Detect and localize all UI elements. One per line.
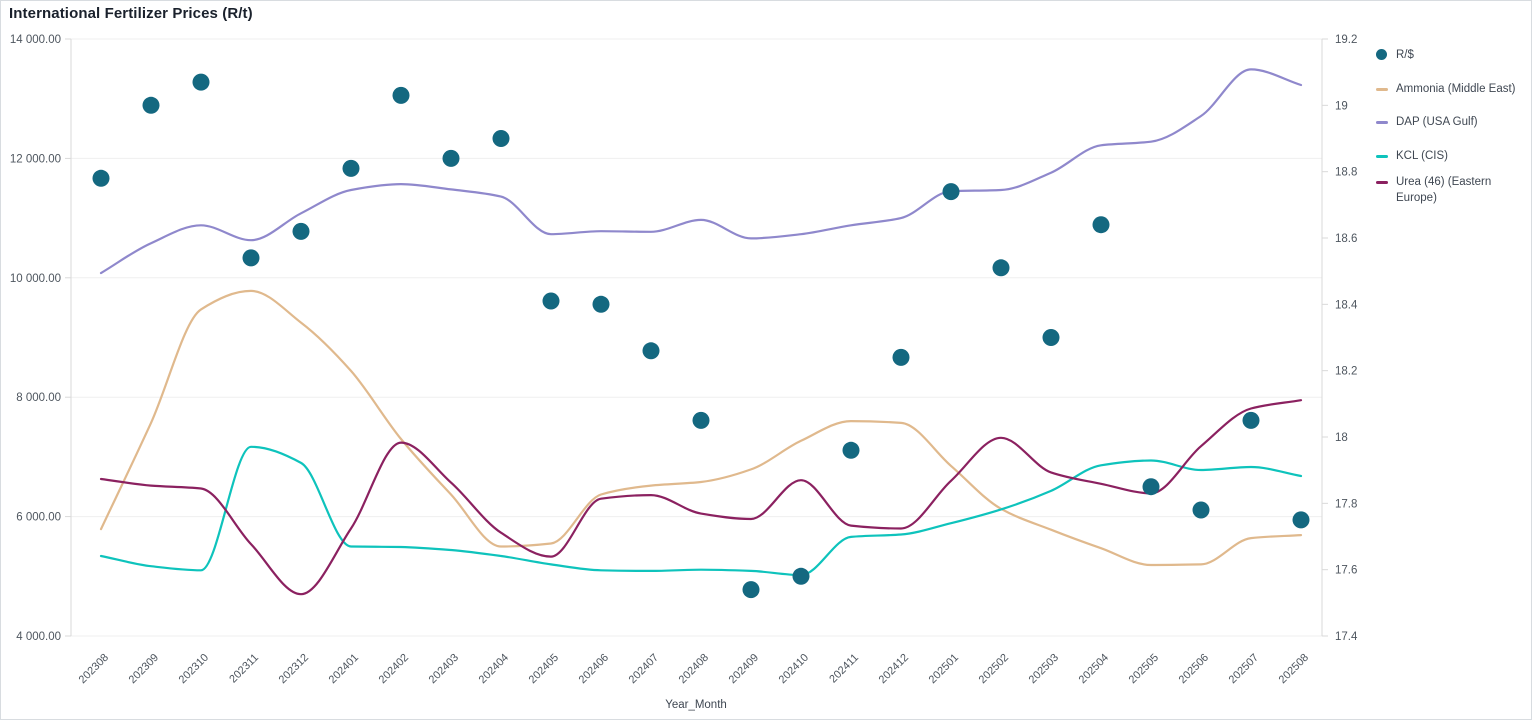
legend-line-icon [1376, 148, 1396, 163]
scatter-point-r[interactable] [242, 249, 260, 267]
x-axis-tick-label: 202308 [77, 652, 111, 686]
right-axis-tick-label: 18.6 [1335, 233, 1357, 245]
legend-label: KCL (CIS) [1396, 150, 1448, 162]
scatter-point-r[interactable] [842, 441, 860, 459]
scatter-point-r[interactable] [1142, 478, 1160, 496]
x-axis-tick-label: 202309 [127, 652, 161, 686]
legend-line-icon [1376, 174, 1396, 189]
left-axis-tick-label: 14 000.00 [10, 34, 61, 46]
left-axis-tick-label: 8 000.00 [16, 392, 61, 404]
scatter-point-r[interactable] [1192, 501, 1210, 519]
line-series-kcl-cis[interactable] [99, 445, 1303, 577]
scatter-point-r[interactable] [692, 411, 710, 429]
left-axis-tick-label: 6 000.00 [16, 512, 61, 524]
scatter-point-r[interactable] [792, 567, 810, 585]
scatter-point-r[interactable] [142, 96, 160, 114]
x-axis-tick-label: 202412 [877, 652, 911, 686]
x-axis-tick-label: 202407 [627, 652, 661, 686]
x-axis-tick-label: 202502 [977, 652, 1011, 686]
right-axis-tick-label: 18.4 [1335, 299, 1358, 311]
scatter-point-r[interactable] [992, 259, 1010, 277]
x-axis-tick-label: 202505 [1127, 652, 1161, 686]
x-axis-tick-label: 202508 [1277, 652, 1311, 686]
legend-dot-icon [1376, 47, 1396, 62]
scatter-point-r[interactable] [1242, 411, 1260, 429]
scatter-point-r[interactable] [1092, 216, 1110, 234]
x-axis-tick-label: 202402 [377, 652, 411, 686]
line-series-urea-46-eastern-europe[interactable] [99, 399, 1303, 596]
x-axis-tick-label: 202507 [1227, 652, 1261, 686]
line-series-ammonia-middle-east[interactable] [99, 289, 1303, 567]
x-axis-tick-label: 202312 [277, 652, 311, 686]
legend-label: Urea (46) (Eastern Europe) [1396, 176, 1492, 204]
x-axis-tick-label: 202506 [1177, 652, 1211, 686]
legend-item-kcl-cis[interactable]: KCL (CIS) [1376, 148, 1530, 164]
legend-label: Ammonia (Middle East) [1396, 83, 1516, 95]
scatter-point-r[interactable] [542, 292, 560, 310]
x-axis-tick-label: 202504 [1077, 652, 1111, 686]
scatter-point-r[interactable] [742, 581, 760, 599]
legend-label: R/$ [1396, 49, 1414, 61]
right-axis-tick-label: 17.8 [1335, 498, 1357, 510]
scatter-point-r[interactable] [1292, 511, 1310, 529]
right-axis-tick-label: 17.4 [1335, 631, 1358, 643]
chart-title: International Fertilizer Prices (R/t) [9, 5, 253, 22]
legend-label: DAP (USA Gulf) [1396, 116, 1478, 128]
scatter-point-r[interactable] [342, 159, 360, 177]
legend-item-dap-usa-gulf[interactable]: DAP (USA Gulf) [1376, 114, 1530, 130]
x-axis-tick-label: 202501 [927, 652, 961, 686]
legend-line-icon [1376, 114, 1396, 129]
x-axis-tick-label: 202410 [777, 652, 811, 686]
x-axis-tick-label: 202406 [577, 652, 611, 686]
right-axis-tick-label: 18.8 [1335, 167, 1357, 179]
legend-item-ammonia-middle-east[interactable]: Ammonia (Middle East) [1376, 81, 1530, 97]
scatter-point-r[interactable] [442, 149, 460, 167]
left-axis-tick-label: 12 000.00 [10, 153, 61, 165]
x-axis-tick-label: 202405 [527, 652, 561, 686]
scatter-point-r[interactable] [392, 86, 410, 104]
x-axis-tick-label: 202409 [727, 652, 761, 686]
legend-item-r[interactable]: R/$ [1376, 47, 1530, 63]
line-series-dap-usa-gulf[interactable] [99, 68, 1303, 275]
scatter-point-r[interactable] [492, 130, 510, 147]
scatter-point-r[interactable] [592, 295, 610, 313]
x-axis-title: Year_Month [665, 699, 727, 711]
x-axis-tick-label: 202310 [177, 652, 211, 686]
x-axis-tick-label: 202503 [1027, 652, 1061, 686]
x-axis-tick-label: 202411 [827, 652, 861, 686]
x-axis-tick-label: 202311 [227, 652, 261, 686]
right-axis-tick-label: 17.6 [1335, 565, 1357, 577]
x-axis-tick-label: 202404 [477, 652, 511, 686]
x-axis-tick-label: 202403 [427, 652, 461, 686]
scatter-point-r[interactable] [942, 183, 960, 201]
scatter-point-r[interactable] [892, 348, 910, 366]
scatter-point-r[interactable] [642, 342, 660, 360]
legend-line-icon [1376, 81, 1396, 96]
x-axis-tick-label: 202408 [677, 652, 711, 686]
scatter-point-r[interactable] [92, 169, 110, 187]
right-axis-tick-label: 19.2 [1335, 34, 1357, 46]
scatter-point-r[interactable] [292, 222, 310, 240]
left-axis-tick-label: 10 000.00 [10, 273, 61, 285]
left-axis-tick-label: 4 000.00 [16, 631, 61, 643]
scatter-point-r[interactable] [1042, 329, 1060, 346]
scatter-point-r[interactable] [192, 73, 210, 91]
legend-item-urea-46-eastern-europe[interactable]: Urea (46) (Eastern Europe) [1376, 174, 1530, 206]
right-axis-tick-label: 19 [1335, 100, 1348, 112]
right-axis-tick-label: 18 [1335, 432, 1348, 444]
x-axis-tick-label: 202401 [327, 652, 361, 686]
right-axis-tick-label: 18.2 [1335, 366, 1357, 378]
